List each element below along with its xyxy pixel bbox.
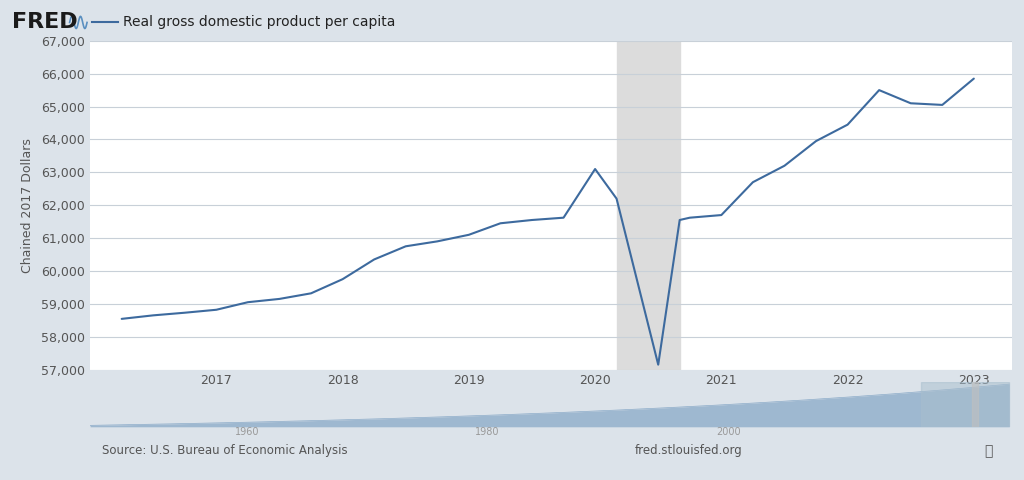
Text: 2000: 2000 [717, 427, 741, 437]
Text: Source: U.S. Bureau of Economic Analysis: Source: U.S. Bureau of Economic Analysis [102, 444, 348, 457]
Bar [616, 41, 680, 370]
Text: 1960: 1960 [234, 427, 259, 437]
Text: ⛶: ⛶ [984, 444, 992, 458]
Bar [972, 382, 978, 427]
Text: Real gross domestic product per capita: Real gross domestic product per capita [123, 15, 395, 29]
Text: 1980: 1980 [475, 427, 500, 437]
Bar [922, 382, 1010, 427]
Y-axis label: Chained 2017 Dollars: Chained 2017 Dollars [22, 138, 35, 273]
Text: fred.stlouisfed.org: fred.stlouisfed.org [635, 444, 742, 457]
Text: FRED: FRED [12, 12, 78, 33]
